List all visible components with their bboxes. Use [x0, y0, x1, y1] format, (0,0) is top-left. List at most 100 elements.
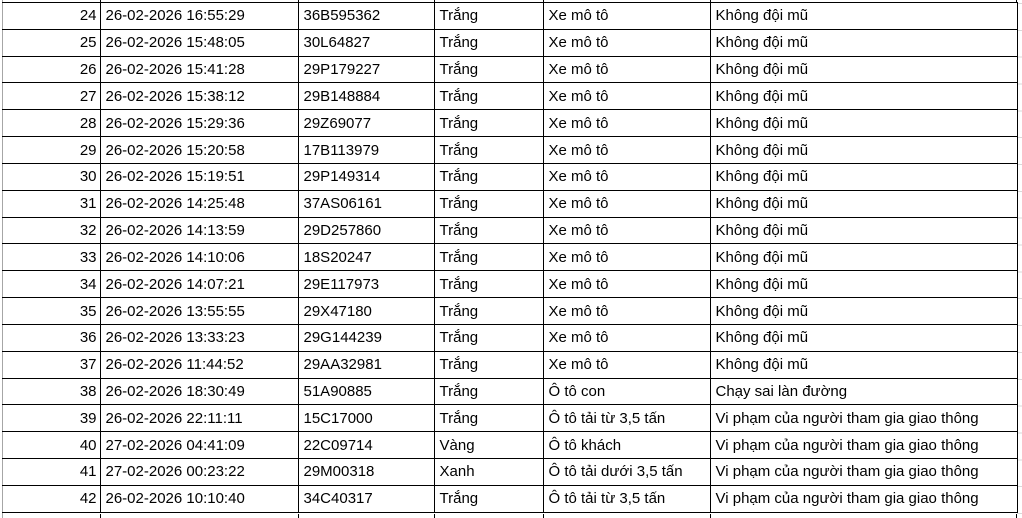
- cell-timestamp[interactable]: 26-02-2026 13:55:55: [99, 297, 299, 325]
- cell-timestamp[interactable]: 26-02-2026 14:10:06: [99, 243, 299, 272]
- cell-violation[interactable]: Vi phạm của người tham gia giao thông: [709, 484, 1018, 513]
- cell-order-number[interactable]: 26: [2, 55, 101, 84]
- cell-timestamp[interactable]: 26-02-2026 15:19:51: [99, 162, 299, 191]
- cell-vehicle-type[interactable]: Ô tô tải từ 3,5 tấn: [542, 404, 711, 433]
- cell-violation[interactable]: Chạy sai làn đường: [709, 377, 1018, 406]
- cell-vehicle-color[interactable]: Trắng: [433, 55, 544, 84]
- cell-timestamp[interactable]: 26-02-2026 15:48:05: [99, 28, 299, 57]
- cell-plate-number[interactable]: 34C40317: [297, 484, 435, 513]
- cell-violation[interactable]: Không đội mũ: [709, 82, 1018, 111]
- cell-timestamp[interactable]: 26-02-2026 15:41:28: [99, 55, 299, 84]
- cell-vehicle-color[interactable]: Trắng: [433, 243, 544, 272]
- cell-vehicle-color[interactable]: Trắng: [433, 216, 544, 245]
- cell-timestamp[interactable]: 26-02-2026 15:20:58: [99, 136, 299, 164]
- cell-order-number[interactable]: 39: [2, 404, 101, 433]
- cell-order-number[interactable]: 29: [2, 136, 101, 164]
- cell-timestamp[interactable]: 26-02-2026 15:29:36: [99, 109, 299, 138]
- cell-vehicle-type[interactable]: Xe mô tô: [542, 28, 711, 57]
- cell-violation[interactable]: Không đội mũ: [709, 2, 1018, 30]
- cell-vehicle-type[interactable]: Xe mô tô: [542, 297, 711, 325]
- cell-vehicle-color[interactable]: Trắng: [433, 484, 544, 513]
- cell-order-number[interactable]: 40: [2, 431, 101, 460]
- cell-violation[interactable]: Không đội mũ: [709, 55, 1018, 84]
- cell-order-number[interactable]: 28: [2, 109, 101, 138]
- cell-vehicle-type[interactable]: Xe mô tô: [542, 2, 711, 30]
- cell-violation[interactable]: Vi phạm của người tham gia giao thông: [709, 458, 1018, 486]
- cell-plate-number[interactable]: 37AS06161: [297, 189, 435, 218]
- cell-vehicle-color[interactable]: Trắng: [433, 323, 544, 352]
- cell-vehicle-color[interactable]: Trắng: [433, 28, 544, 57]
- cell-plate-number[interactable]: 36B595362: [297, 2, 435, 30]
- cell-plate-number[interactable]: 29G144239: [297, 323, 435, 352]
- cell-violation[interactable]: Không đội mũ: [709, 28, 1018, 57]
- cell-vehicle-color[interactable]: Xanh: [433, 458, 544, 486]
- cell-plate-number[interactable]: 30L64827: [297, 28, 435, 57]
- cell-vehicle-type[interactable]: Ô tô con: [542, 377, 711, 406]
- cell-timestamp[interactable]: 26-02-2026 13:33:23: [99, 323, 299, 352]
- cell-order-number[interactable]: 32: [2, 216, 101, 245]
- cell-order-number[interactable]: 30: [2, 162, 101, 191]
- cell-vehicle-type[interactable]: Xe mô tô: [542, 350, 711, 379]
- cell-vehicle-type[interactable]: Xe mô tô: [542, 136, 711, 164]
- cell-plate-number[interactable]: 17B113979: [297, 136, 435, 164]
- cell-timestamp[interactable]: 26-02-2026 16:55:29: [99, 2, 299, 30]
- cell-vehicle-type[interactable]: Xe mô tô: [542, 109, 711, 138]
- cell-order-number[interactable]: 37: [2, 350, 101, 379]
- cell-vehicle-color[interactable]: Trắng: [433, 270, 544, 299]
- cell-plate-number[interactable]: 29E117973: [297, 270, 435, 299]
- cell-plate-number[interactable]: 29B148884: [297, 82, 435, 111]
- cell-order-number[interactable]: 36: [2, 323, 101, 352]
- cell-plate-number[interactable]: 51A90885: [297, 377, 435, 406]
- cell-violation[interactable]: Không đội mũ: [709, 216, 1018, 245]
- cell-vehicle-color[interactable]: Trắng: [433, 82, 544, 111]
- cell-violation[interactable]: Không đội mũ: [709, 136, 1018, 164]
- cell-vehicle-type[interactable]: Xe mô tô: [542, 82, 711, 111]
- cell-vehicle-type[interactable]: Xe mô tô: [542, 270, 711, 299]
- cell-vehicle-type[interactable]: Xe mô tô: [542, 323, 711, 352]
- cell-vehicle-type[interactable]: Ô tô tải dưới 3,5 tấn: [542, 458, 711, 486]
- cell-plate-number[interactable]: 29Z69077: [297, 109, 435, 138]
- cell-timestamp[interactable]: 26-02-2026 14:07:21: [99, 270, 299, 299]
- cell-violation[interactable]: Không đội mũ: [709, 162, 1018, 191]
- cell-timestamp[interactable]: 27-02-2026 00:23:22: [99, 458, 299, 486]
- cell-plate-number[interactable]: 29M00318: [297, 458, 435, 486]
- cell-vehicle-type[interactable]: Xe mô tô: [542, 55, 711, 84]
- cell-plate-number[interactable]: 29AA32981: [297, 350, 435, 379]
- cell-vehicle-color[interactable]: Trắng: [433, 2, 544, 30]
- cell-order-number[interactable]: 41: [2, 458, 101, 486]
- cell-vehicle-type[interactable]: Xe mô tô: [542, 162, 711, 191]
- cell-violation[interactable]: Không đội mũ: [709, 243, 1018, 272]
- cell-order-number[interactable]: 31: [2, 189, 101, 218]
- cell-order-number[interactable]: 35: [2, 297, 101, 325]
- cell-violation[interactable]: Không đội mũ: [709, 350, 1018, 379]
- cell-order-number[interactable]: 34: [2, 270, 101, 299]
- cell-vehicle-color[interactable]: Vàng: [433, 431, 544, 460]
- cell-vehicle-color[interactable]: Trắng: [433, 136, 544, 164]
- cell-violation[interactable]: Không đội mũ: [709, 270, 1018, 299]
- cell-order-number[interactable]: 27: [2, 82, 101, 111]
- cell-order-number[interactable]: 25: [2, 28, 101, 57]
- cell-vehicle-color[interactable]: Trắng: [433, 109, 544, 138]
- cell-plate-number[interactable]: 29X47180: [297, 297, 435, 325]
- cell-order-number[interactable]: 38: [2, 377, 101, 406]
- cell-vehicle-color[interactable]: Trắng: [433, 189, 544, 218]
- cell-plate-number[interactable]: 29D257860: [297, 216, 435, 245]
- cell-order-number[interactable]: 24: [2, 2, 101, 30]
- cell-timestamp[interactable]: 26-02-2026 15:38:12: [99, 82, 299, 111]
- cell-vehicle-color[interactable]: Trắng: [433, 162, 544, 191]
- cell-vehicle-type[interactable]: Xe mô tô: [542, 216, 711, 245]
- cell-plate-number[interactable]: 18S20247: [297, 243, 435, 272]
- cell-timestamp[interactable]: 26-02-2026 18:30:49: [99, 377, 299, 406]
- cell-violation[interactable]: Không đội mũ: [709, 109, 1018, 138]
- cell-violation[interactable]: Không đội mũ: [709, 189, 1018, 218]
- cell-plate-number[interactable]: 22C09714: [297, 431, 435, 460]
- cell-vehicle-type[interactable]: Xe mô tô: [542, 189, 711, 218]
- cell-timestamp[interactable]: 26-02-2026 22:11:11: [99, 404, 299, 433]
- cell-violation[interactable]: Không đội mũ: [709, 297, 1018, 325]
- cell-violation[interactable]: Vi phạm của người tham gia giao thông: [709, 404, 1018, 433]
- cell-timestamp[interactable]: 26-02-2026 10:10:40: [99, 484, 299, 513]
- cell-violation[interactable]: Không đội mũ: [709, 323, 1018, 352]
- cell-order-number[interactable]: 42: [2, 484, 101, 513]
- cell-timestamp[interactable]: 27-02-2026 04:41:09: [99, 431, 299, 460]
- cell-vehicle-color[interactable]: Trắng: [433, 404, 544, 433]
